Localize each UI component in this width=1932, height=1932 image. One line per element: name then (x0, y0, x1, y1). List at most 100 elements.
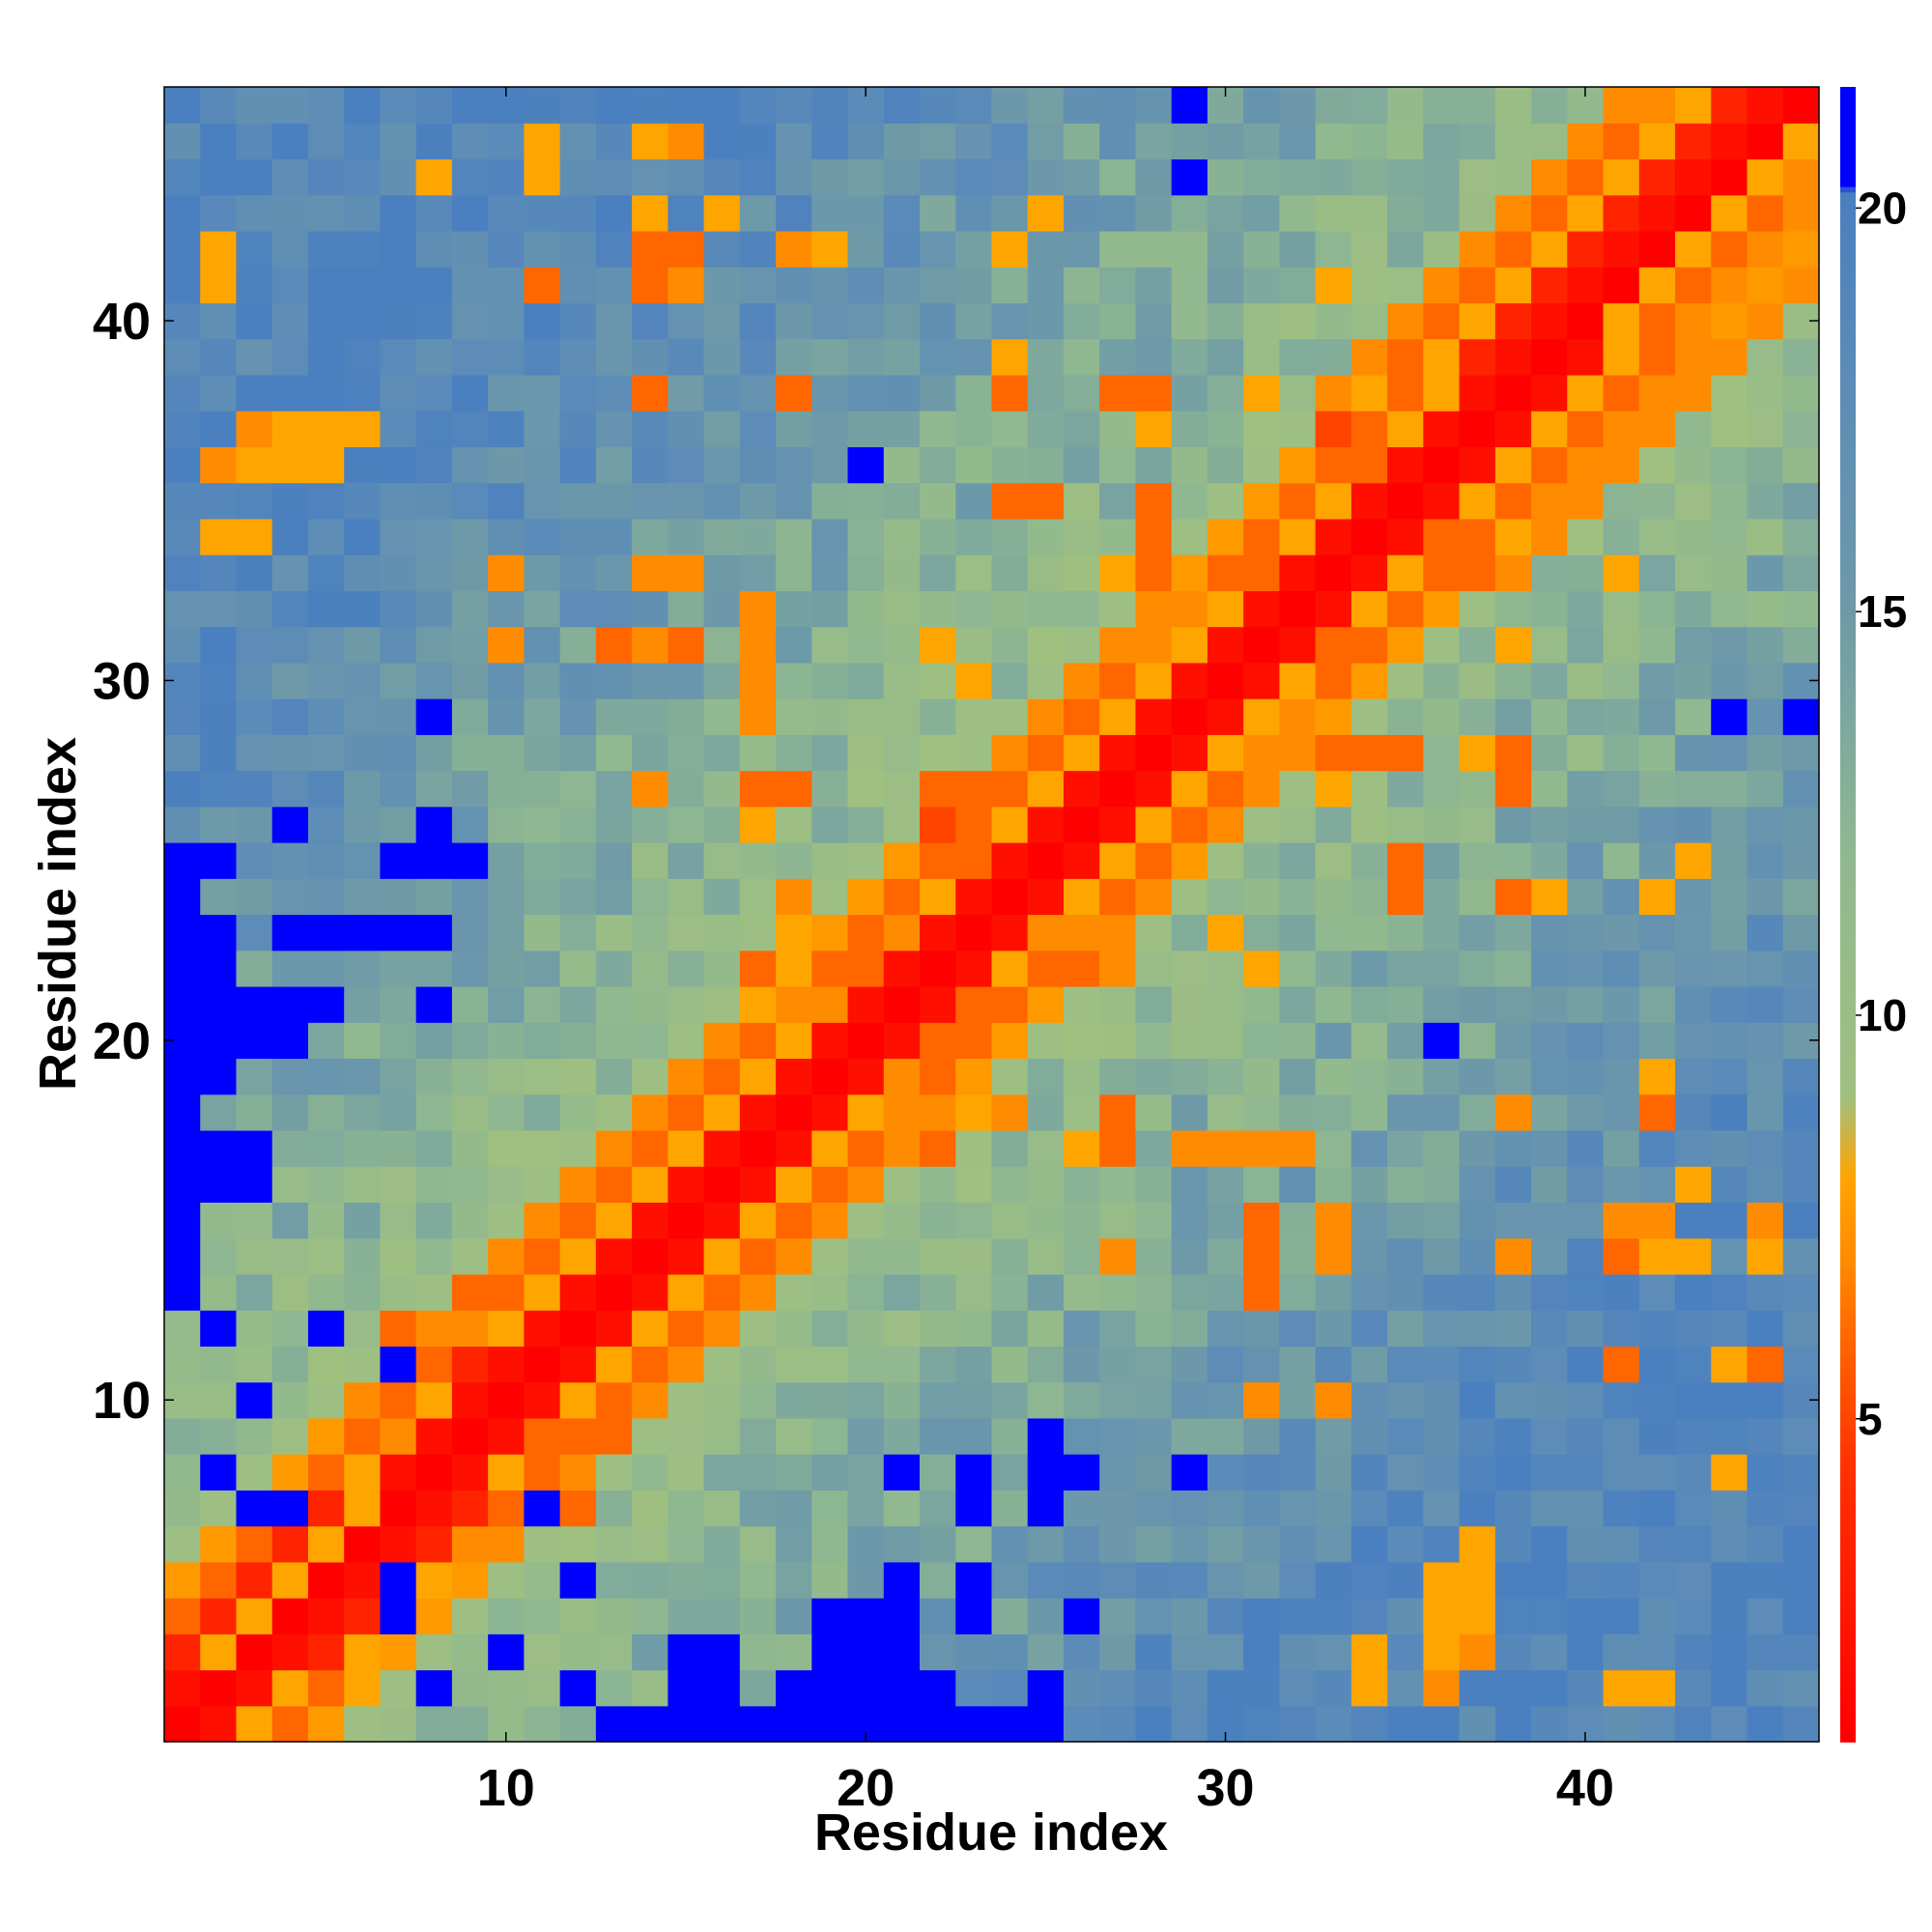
heatmap-cell (164, 1417, 201, 1455)
heatmap-cell (164, 1346, 201, 1383)
heatmap-cell (1171, 1237, 1208, 1275)
heatmap-cell (1243, 1669, 1281, 1707)
heatmap-cell (955, 1525, 993, 1563)
heatmap-cell (1207, 842, 1244, 879)
heatmap-cell (1315, 1202, 1352, 1239)
heatmap-cell (1315, 267, 1352, 304)
colorbar-segment (1840, 1113, 1856, 1120)
heatmap-cell (164, 626, 201, 664)
heatmap-cell (883, 123, 921, 160)
heatmap-cell (668, 1310, 705, 1347)
heatmap-cell (307, 1490, 345, 1527)
heatmap-cell (451, 734, 489, 772)
heatmap-cell (1603, 1669, 1640, 1707)
colorbar-segment (1840, 1317, 1856, 1323)
heatmap-cell (1567, 411, 1605, 447)
heatmap-cell (451, 554, 489, 591)
heatmap-cell (307, 590, 345, 628)
heatmap-cell (1171, 123, 1208, 160)
heatmap-cell (920, 194, 956, 232)
colorbar-segment (1840, 1471, 1856, 1478)
heatmap-cell (344, 985, 382, 1023)
heatmap-cell (739, 338, 777, 376)
heatmap-cell (524, 1381, 561, 1419)
heatmap-cell (271, 950, 309, 987)
heatmap-cell (451, 878, 489, 916)
heatmap-cell (1459, 123, 1496, 160)
heatmap-cell (559, 626, 597, 664)
heatmap-cell (1747, 338, 1784, 376)
heatmap-cell (164, 230, 201, 268)
heatmap-cell (703, 914, 741, 952)
heatmap-cell (1711, 302, 1748, 340)
heatmap-cell (164, 1166, 201, 1204)
heatmap-cell (955, 1094, 993, 1131)
heatmap-cell (380, 1058, 417, 1095)
heatmap-cell (524, 230, 561, 268)
heatmap-cell (955, 446, 993, 484)
colorbar-segment (1840, 114, 1856, 122)
colorbar-segment (1840, 732, 1856, 739)
heatmap-cell (632, 1022, 668, 1060)
heatmap-cell (1603, 1490, 1640, 1527)
heatmap-cell (1207, 985, 1244, 1023)
heatmap-cell (1459, 842, 1496, 879)
heatmap-cell (955, 518, 993, 555)
heatmap-cell (1459, 1273, 1496, 1311)
heatmap-cell (1494, 985, 1532, 1023)
heatmap-cell (1747, 1237, 1784, 1275)
heatmap-cell (739, 698, 777, 735)
heatmap-cell (380, 1381, 417, 1419)
heatmap-cell (451, 950, 489, 987)
heatmap-cell (1350, 482, 1388, 520)
heatmap-cell (668, 985, 705, 1023)
heatmap-cell (1711, 1561, 1748, 1599)
heatmap-cell (1531, 698, 1568, 735)
heatmap-cell (632, 950, 668, 987)
heatmap-cell (955, 950, 993, 987)
heatmap-cell (668, 590, 705, 628)
heatmap-cell (488, 1166, 525, 1204)
heatmap-cell (1387, 1166, 1424, 1204)
heatmap-cell (1279, 87, 1317, 124)
colorbar-segment (1840, 1691, 1856, 1699)
heatmap-cell (451, 1598, 489, 1634)
heatmap-cell (1603, 1273, 1640, 1311)
colorbar-segment (1840, 318, 1856, 326)
heatmap-cell (1603, 1598, 1640, 1634)
heatmap-cell (415, 842, 453, 879)
colorbar-segment (1840, 671, 1856, 678)
heatmap-cell (847, 698, 885, 735)
heatmap-cell (488, 1561, 525, 1599)
heatmap-cell (1207, 1381, 1244, 1419)
heatmap-cell (1459, 1381, 1496, 1419)
heatmap-cell (1063, 194, 1100, 232)
heatmap-cell (271, 1561, 309, 1599)
heatmap-cell (1099, 374, 1137, 412)
heatmap-cell (1675, 1454, 1712, 1491)
heatmap-cell (1494, 734, 1532, 772)
heatmap-cell (1387, 1705, 1424, 1743)
heatmap-cell (1567, 698, 1605, 735)
heatmap-cell (668, 1381, 705, 1419)
heatmap-cell (271, 194, 309, 232)
heatmap-cell (920, 230, 956, 268)
heatmap-cell (668, 626, 705, 664)
heatmap-cell (1027, 1417, 1065, 1455)
heatmap-cell (1315, 1058, 1352, 1095)
heatmap-cell (1063, 842, 1100, 879)
heatmap-cell (1279, 1561, 1317, 1599)
heatmap-cell (236, 1561, 273, 1599)
heatmap-cell (559, 1561, 597, 1599)
heatmap-cell (488, 1490, 525, 1527)
heatmap-cell (380, 878, 417, 916)
colorbar-segment (1840, 611, 1856, 617)
heatmap-cell (415, 878, 453, 916)
colorbar-segment (1840, 1388, 1856, 1396)
heatmap-cell (1387, 411, 1424, 447)
heatmap-cell (236, 482, 273, 520)
heatmap-cell (344, 1310, 382, 1347)
heatmap-cell (1099, 194, 1137, 232)
heatmap-cell (1531, 267, 1568, 304)
heatmap-cell (1027, 914, 1065, 952)
